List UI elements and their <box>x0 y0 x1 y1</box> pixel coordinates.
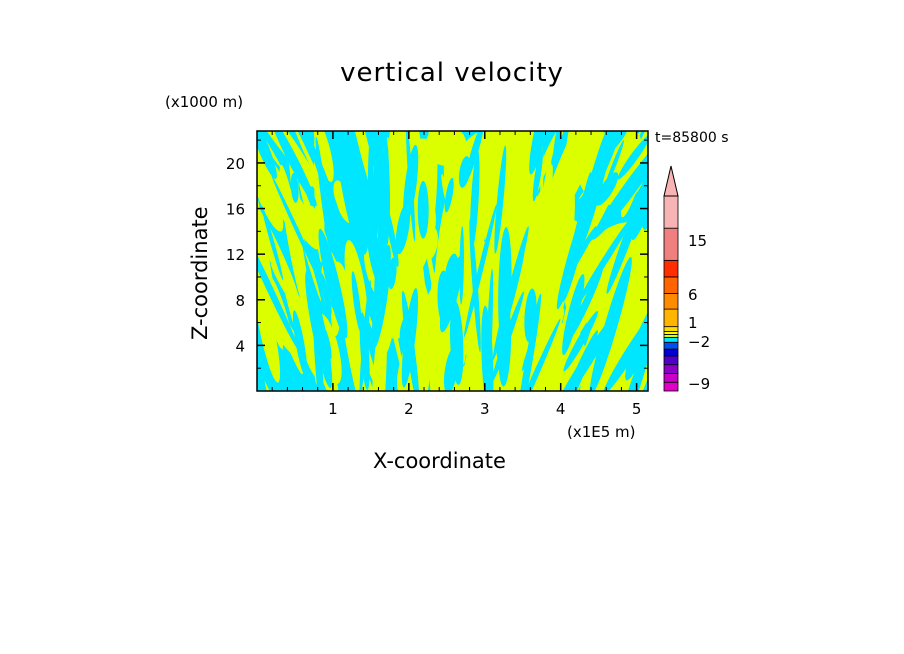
field-streak-cyan <box>551 135 565 166</box>
colorbar-label: 15 <box>688 232 707 250</box>
x-axis-unit: (x1E5 m) <box>567 423 636 441</box>
field-streak <box>563 131 615 208</box>
field-streak-cyan <box>395 203 411 255</box>
y-axis-unit: (x1000 m) <box>165 93 244 111</box>
field-streak-cyan <box>315 136 332 255</box>
y-tick-label: 16 <box>226 201 245 219</box>
colorbar-level <box>663 259 679 278</box>
y-tick-label: 4 <box>235 337 245 355</box>
field-streak-cyan <box>320 272 332 316</box>
colorbar-label: 1 <box>688 314 698 332</box>
x-axis-label: X-coordinate <box>373 449 506 473</box>
field-streak-cyan <box>592 131 648 240</box>
colorbar-label: 6 <box>688 286 698 304</box>
field-streak-cyan <box>618 339 648 391</box>
time-label: t=85800 s <box>655 130 729 146</box>
field-streak-cyan <box>469 150 480 250</box>
field-streak-cyan <box>290 172 299 203</box>
colorbar-level <box>663 355 679 366</box>
colorbar-level <box>663 293 679 310</box>
field-streak-cyan <box>261 205 284 281</box>
field-streak-cyan <box>595 172 619 206</box>
field-streak-cyan <box>501 318 561 391</box>
velocity-field <box>257 131 648 391</box>
x-tick-label: 5 <box>632 400 642 418</box>
field-streak-cyan <box>417 181 429 239</box>
colorbar-label: −2 <box>688 333 710 351</box>
field-streak-cyan <box>617 134 648 180</box>
field-streak-cyan <box>589 256 632 391</box>
field-streak-cyan <box>602 304 648 391</box>
field-streak-cyan <box>257 131 277 179</box>
field-streak <box>340 288 372 391</box>
colorbar-level <box>663 364 679 374</box>
colorbar-level <box>663 331 679 335</box>
colorbar-level <box>663 381 679 392</box>
colorbar-level <box>663 276 679 294</box>
field-streak-cyan <box>257 222 299 350</box>
y-tick-label: 12 <box>226 246 245 264</box>
field-streak <box>257 295 301 359</box>
x-tick-label: 3 <box>480 400 490 418</box>
field-streak-cyan <box>562 274 585 356</box>
colorbar-level <box>663 326 679 332</box>
field-streak-cyan <box>444 177 454 213</box>
field-streak-cyan <box>603 140 624 192</box>
field-streak-cyan <box>374 187 389 319</box>
field-streak-cyan <box>495 247 525 353</box>
field-streak-cyan <box>313 306 325 391</box>
field-streak-cyan <box>465 131 484 183</box>
field-streak-cyan <box>532 147 543 202</box>
field-streak-cyan <box>606 157 648 294</box>
y-tick-label: 20 <box>226 155 245 173</box>
field-streak-cyan <box>336 137 362 253</box>
field-streak-cyan <box>631 196 648 241</box>
field-streak-cyan <box>439 256 463 333</box>
field-streak-cyan <box>562 158 600 303</box>
colorbar-level <box>663 336 679 343</box>
field-streak <box>279 164 311 319</box>
colorbar-level <box>663 308 679 328</box>
colorbar-level <box>663 341 679 350</box>
field-streak-cyan <box>257 313 276 391</box>
field-streak-cyan <box>401 290 420 391</box>
field-streak-cyan <box>359 312 370 390</box>
colorbar-level <box>663 227 679 261</box>
y-tick-label: 8 <box>235 292 245 310</box>
colorbar: 15 6 1−2 −9 <box>663 165 710 393</box>
colorbar-extend-arrow <box>663 165 679 197</box>
field-streak-cyan <box>351 271 362 333</box>
field-streak-cyan <box>563 310 598 372</box>
field-streak-cyan <box>494 145 507 254</box>
colorbar-level <box>663 195 679 229</box>
field-streak-cyan <box>318 228 348 339</box>
x-tick-label: 1 <box>328 400 338 418</box>
chart-title: vertical velocity <box>340 58 564 88</box>
x-tick-label: 4 <box>556 400 566 418</box>
field-streak-cyan <box>485 268 494 391</box>
field-streak-cyan <box>576 216 633 305</box>
field-streak-cyan <box>491 291 524 383</box>
field-streak-cyan <box>292 310 308 378</box>
colorbar-label: −9 <box>688 375 710 393</box>
field-streak-cyan <box>270 131 317 207</box>
field-streak-cyan <box>271 174 334 309</box>
field-streak-cyan <box>463 204 497 338</box>
field-streak-cyan <box>443 347 459 391</box>
field-streak-cyan <box>515 293 542 391</box>
field-streak-cyan <box>607 131 630 153</box>
plot-frame <box>256 130 649 392</box>
colorbar-level <box>663 334 679 338</box>
field-streak <box>260 330 276 369</box>
field-streak-cyan <box>568 266 604 341</box>
colorbar-level <box>663 348 679 357</box>
colorbar-level <box>663 373 679 383</box>
x-tick-label: 2 <box>404 400 414 418</box>
field-streak-cyan <box>371 131 387 246</box>
field-streak <box>257 147 284 232</box>
